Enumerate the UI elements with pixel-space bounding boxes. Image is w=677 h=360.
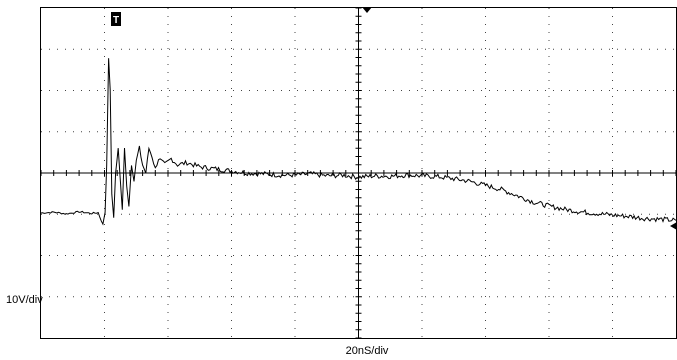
time-reference-marker-icon — [362, 7, 372, 13]
trigger-t-label: T — [113, 15, 119, 26]
volts-per-div-label: 10V/div — [6, 294, 43, 306]
center-axes — [41, 8, 676, 338]
trigger-level-arrow-icon — [670, 222, 677, 230]
time-per-div-label: 20nS/div — [346, 345, 389, 357]
trigger-t-icon: T — [111, 12, 121, 26]
